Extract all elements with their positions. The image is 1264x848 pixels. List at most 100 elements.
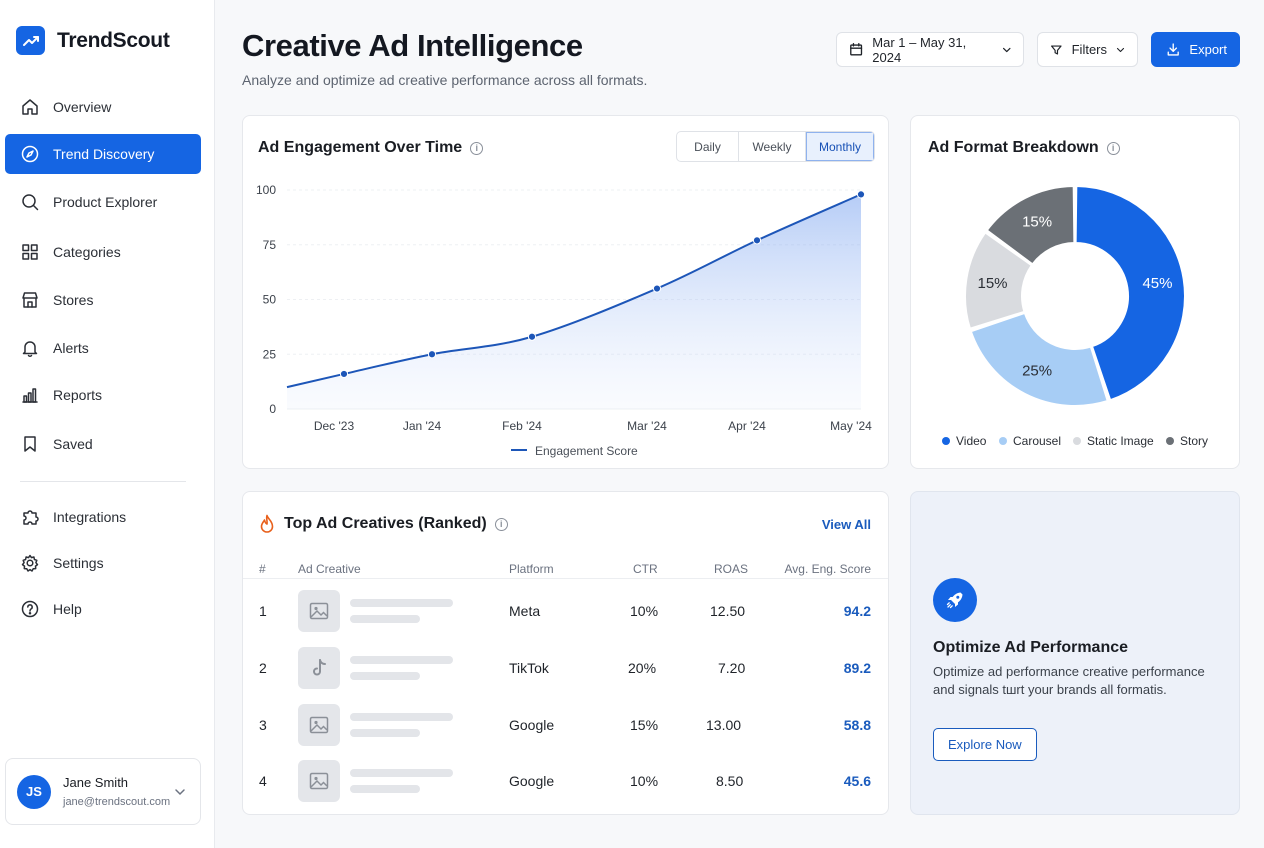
- page-subtitle: Analyze and optimize ad creative perform…: [242, 72, 648, 88]
- pie-slice-label: 25%: [1022, 362, 1052, 379]
- granularity-toggle: Daily Weekly Monthly: [676, 131, 875, 162]
- tab-monthly[interactable]: Monthly: [806, 132, 874, 161]
- y-tick-label: 25: [263, 347, 277, 361]
- format-title: Ad Format Breakdown: [928, 139, 1099, 156]
- pie-slice-label: 45%: [1142, 275, 1172, 292]
- avatar: JS: [17, 774, 51, 809]
- row-roas: 12.50: [710, 603, 746, 619]
- sidebar-item-alerts[interactable]: Alerts: [5, 328, 201, 368]
- filters-button[interactable]: Filters: [1037, 32, 1138, 67]
- user-name: Jane Smith: [63, 775, 129, 790]
- data-point: [652, 284, 662, 293]
- legend-label: Story: [1180, 434, 1208, 448]
- row-rank: 1: [259, 603, 267, 619]
- sidebar-item-categories[interactable]: Categories: [5, 232, 201, 272]
- sidebar-item-label: Settings: [53, 555, 104, 571]
- sidebar-item-reports[interactable]: Reports: [5, 375, 201, 415]
- legend-swatch: [1073, 437, 1081, 445]
- sidebar-item-label: Help: [53, 601, 82, 617]
- sidebar-item-stores[interactable]: Stores: [5, 280, 201, 320]
- promo-card: Optimize Ad Performance Optimize ad perf…: [910, 491, 1240, 815]
- sidebar-item-label: Trend Discovery: [53, 146, 155, 162]
- legend-swatch: [942, 437, 950, 445]
- creatives-title: Top Ad Creatives (Ranked): [284, 515, 487, 532]
- info-icon[interactable]: i: [470, 141, 484, 155]
- row-rank: 3: [259, 717, 267, 733]
- pie-slice: [985, 184, 1076, 266]
- flame-icon: [260, 514, 274, 533]
- info-icon[interactable]: i: [494, 517, 508, 531]
- row-score: 58.8: [843, 717, 871, 733]
- pie-slice: [969, 311, 1109, 407]
- home-icon: [20, 97, 40, 117]
- creative-name-placeholder: [350, 713, 453, 721]
- col-rank: #: [259, 562, 266, 576]
- sidebar-divider: [20, 481, 186, 482]
- user-email: jane@trendscout.com: [63, 796, 171, 808]
- filters-label: Filters: [1071, 42, 1107, 57]
- pie-slice-label: 15%: [1022, 214, 1052, 231]
- format-card-title-wrap: Ad Format Breakdown i: [928, 139, 1120, 157]
- legend-label: Carousel: [1013, 434, 1061, 448]
- image-icon: [298, 590, 340, 632]
- y-tick-label: 50: [263, 293, 277, 307]
- top-creatives-card: Top Ad Creatives (Ranked) i View All: [242, 491, 889, 815]
- sidebar-item-label: Alerts: [53, 340, 89, 356]
- sidebar-item-integrations[interactable]: Integrations: [5, 497, 201, 537]
- info-icon[interactable]: i: [1106, 141, 1120, 155]
- bookmark-icon: [20, 434, 40, 454]
- filter-icon: [1050, 44, 1062, 55]
- sidebar-item-label: Product Explorer: [53, 194, 158, 210]
- engagement-title: Ad Engagement Over Time: [258, 139, 463, 156]
- row-ctr: 10%: [630, 773, 659, 789]
- sidebar-item-trend-discovery[interactable]: Trend Discovery: [5, 134, 201, 174]
- sidebar-item-label: Reports: [53, 387, 103, 403]
- col-avg-score: Avg. Eng. Score: [784, 562, 872, 576]
- tab-daily[interactable]: Daily: [677, 132, 739, 161]
- gear-icon: [20, 553, 40, 573]
- page-title: Creative Ad Intelligence: [242, 28, 583, 63]
- table-header-divider: [243, 578, 888, 579]
- sidebar-item-overview[interactable]: Overview: [5, 87, 201, 127]
- creative-meta-placeholder: [350, 672, 420, 680]
- view-all-link[interactable]: View All: [821, 517, 871, 532]
- creative-meta-placeholder: [350, 729, 420, 737]
- row-platform: TikTok: [509, 660, 549, 676]
- export-button[interactable]: Export: [1151, 32, 1240, 67]
- sidebar-item-label: Stores: [53, 292, 94, 308]
- sidebar-item-saved[interactable]: Saved: [5, 424, 201, 464]
- row-ctr: 15%: [630, 717, 659, 733]
- col-ctr: CTR: [633, 562, 658, 576]
- sidebar-item-help[interactable]: Help: [5, 589, 201, 629]
- sidebar-item-settings[interactable]: Settings: [5, 543, 201, 583]
- row-ctr: 20%: [628, 660, 657, 676]
- creatives-card-title-wrap: Top Ad Creatives (Ranked) i: [258, 514, 508, 534]
- legend-swatch: [999, 437, 1007, 445]
- chevron-down-icon: [174, 785, 186, 803]
- data-point: [856, 190, 866, 199]
- row-score: 94.2: [843, 603, 871, 619]
- col-roas: ROAS: [714, 562, 749, 576]
- brand-name: TrendScout: [57, 28, 170, 52]
- engagement-card-title-wrap: Ad Engagement Over Time i: [258, 139, 484, 157]
- row-score: 89.2: [843, 660, 871, 676]
- row-platform: Meta: [509, 603, 541, 619]
- brand[interactable]: TrendScout: [16, 26, 170, 55]
- y-tick-label: 0: [269, 402, 276, 416]
- download-icon: [1167, 43, 1179, 56]
- user-menu[interactable]: JS Jane Smith jane@trendscout.com: [5, 758, 201, 825]
- data-point: [339, 369, 349, 379]
- creative-name-placeholder: [350, 769, 453, 777]
- x-tick-label: Feb '24: [502, 419, 542, 433]
- row-roas: 7.20: [718, 660, 746, 676]
- x-tick-label: Dec '23: [314, 419, 355, 433]
- date-range-picker[interactable]: Mar 1 – May 31, 2024: [836, 32, 1024, 67]
- compass-icon: [20, 144, 40, 164]
- store-icon: [20, 290, 40, 310]
- legend-label: Engagement Score: [535, 444, 638, 458]
- explore-now-button[interactable]: Explore Now: [933, 728, 1037, 761]
- image-icon: [298, 704, 340, 746]
- sidebar-item-product-explorer[interactable]: Product Explorer: [5, 182, 201, 222]
- tab-weekly[interactable]: Weekly: [739, 132, 806, 161]
